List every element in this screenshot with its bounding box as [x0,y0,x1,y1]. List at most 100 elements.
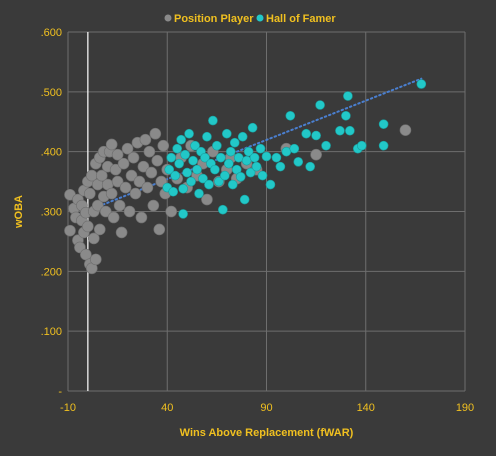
hall-of-famer-point [345,125,355,136]
y-tick-label: .200 [41,266,62,278]
position-player-point [105,187,118,200]
position-player-point [165,205,178,218]
position-player-point [145,166,158,179]
hall-of-famer-point [378,140,389,151]
position-player-point [111,175,124,188]
position-player-point [107,211,120,224]
hall-of-famer-point [170,170,180,181]
hall-of-famer-point [343,91,353,101]
position-player-point [310,148,322,161]
hall-of-famer-point [247,122,258,133]
position-player-point [147,199,160,212]
y-tick-label: .300 [41,207,62,219]
hall-of-famer-point [315,100,325,110]
hall-of-famer-point [192,164,202,175]
hall-of-famer-point [194,188,204,199]
position-player-point [153,223,166,236]
trendline-group [76,77,423,216]
hall-of-famer-point [178,209,188,219]
position-player-point [149,127,162,140]
position-player-point [117,157,130,170]
hall-of-famer-point [223,158,234,169]
x-tick-label: 140 [357,402,375,414]
hall-of-famer-point [222,128,232,139]
hall-of-famer-point [243,146,254,157]
trendline [76,77,423,216]
hall-of-famer-point [204,179,214,190]
y-tick-label: - [58,386,62,398]
x-axis-title: Wins Above Replacement (fWAR) [180,427,354,439]
hall-of-famer-point [255,143,266,154]
hall-of-famer-point [166,152,177,163]
hall-of-famer-point [186,176,196,187]
position-player-point [151,154,164,167]
legend-marker-hall-of-famer [256,14,264,22]
hall-of-famer-point [321,140,331,151]
position-player-point [88,232,100,245]
y-axis-title: wOBA [13,195,25,229]
position-player-point [127,151,140,164]
hall-of-famer-point [261,151,272,162]
position-player-point [91,199,104,212]
position-player-point [89,253,102,266]
position-player-point [105,138,118,151]
hall-of-famer-point [202,131,212,142]
hall-of-famer-point [305,161,315,172]
hall-of-famer-point [178,183,188,194]
position-player-point [137,160,150,173]
legend-marker-position-player [164,14,172,22]
position-player-point [157,139,170,152]
y-tick-label: .400 [41,147,62,159]
position-player-point [143,145,156,158]
position-player-point [113,199,126,212]
hall-of-famer-point [164,164,175,175]
hall-of-famer-point [168,186,179,197]
position-player-point [121,142,134,155]
hall-of-famer-point [235,171,246,182]
hall-of-famer-point [208,115,218,126]
position-player-point [123,205,136,218]
hall-of-famer-point [176,134,186,145]
position-player-point [135,211,148,224]
hall-of-famer-point [257,170,268,181]
hall-of-famer-point [180,149,190,160]
position-player-point [84,187,96,200]
position-player-point [399,124,412,136]
position-player-point [133,175,146,188]
x-tick-label: 190 [456,402,474,414]
hall-of-famer-point [356,140,367,151]
hall-of-famer-point [174,158,184,169]
hall-of-famer-point [218,204,228,215]
hall-of-famer-point [172,143,182,154]
hall-of-famer-point [293,157,304,167]
hall-of-famer-point [341,110,351,121]
hall-of-famer-point [271,152,282,163]
x-tick-label: -10 [60,402,76,414]
hall-of-famer-point [416,79,427,89]
x-tick-label: 90 [260,402,272,414]
hall-of-famer-point [184,128,194,139]
hall-of-famer-point [216,152,226,163]
position-player-point [93,223,106,236]
position-player-point [125,169,138,182]
hall-of-famer-point [229,137,240,148]
hall-of-famer-point [289,143,300,154]
position-player-point [119,181,132,194]
hall-of-famer-point [251,161,262,172]
position-player-point [201,193,213,206]
y-tick-label: .500 [41,87,62,99]
hall-of-famer-point [214,176,224,187]
position-player-point [82,220,94,233]
hall-of-famer-point [285,110,296,121]
position-player-point [64,224,76,237]
hall-of-famer-point [239,194,250,205]
y-tick-label: .100 [41,326,62,338]
hall-of-famer-point [249,152,260,163]
hall-of-famer-point [188,155,198,166]
position-player-point [111,148,124,161]
legend-label-position-player: Position Player [174,13,254,25]
position-player-point [99,205,112,218]
hall-of-famer-point [275,161,286,172]
hall-of-famer-point [378,119,389,129]
